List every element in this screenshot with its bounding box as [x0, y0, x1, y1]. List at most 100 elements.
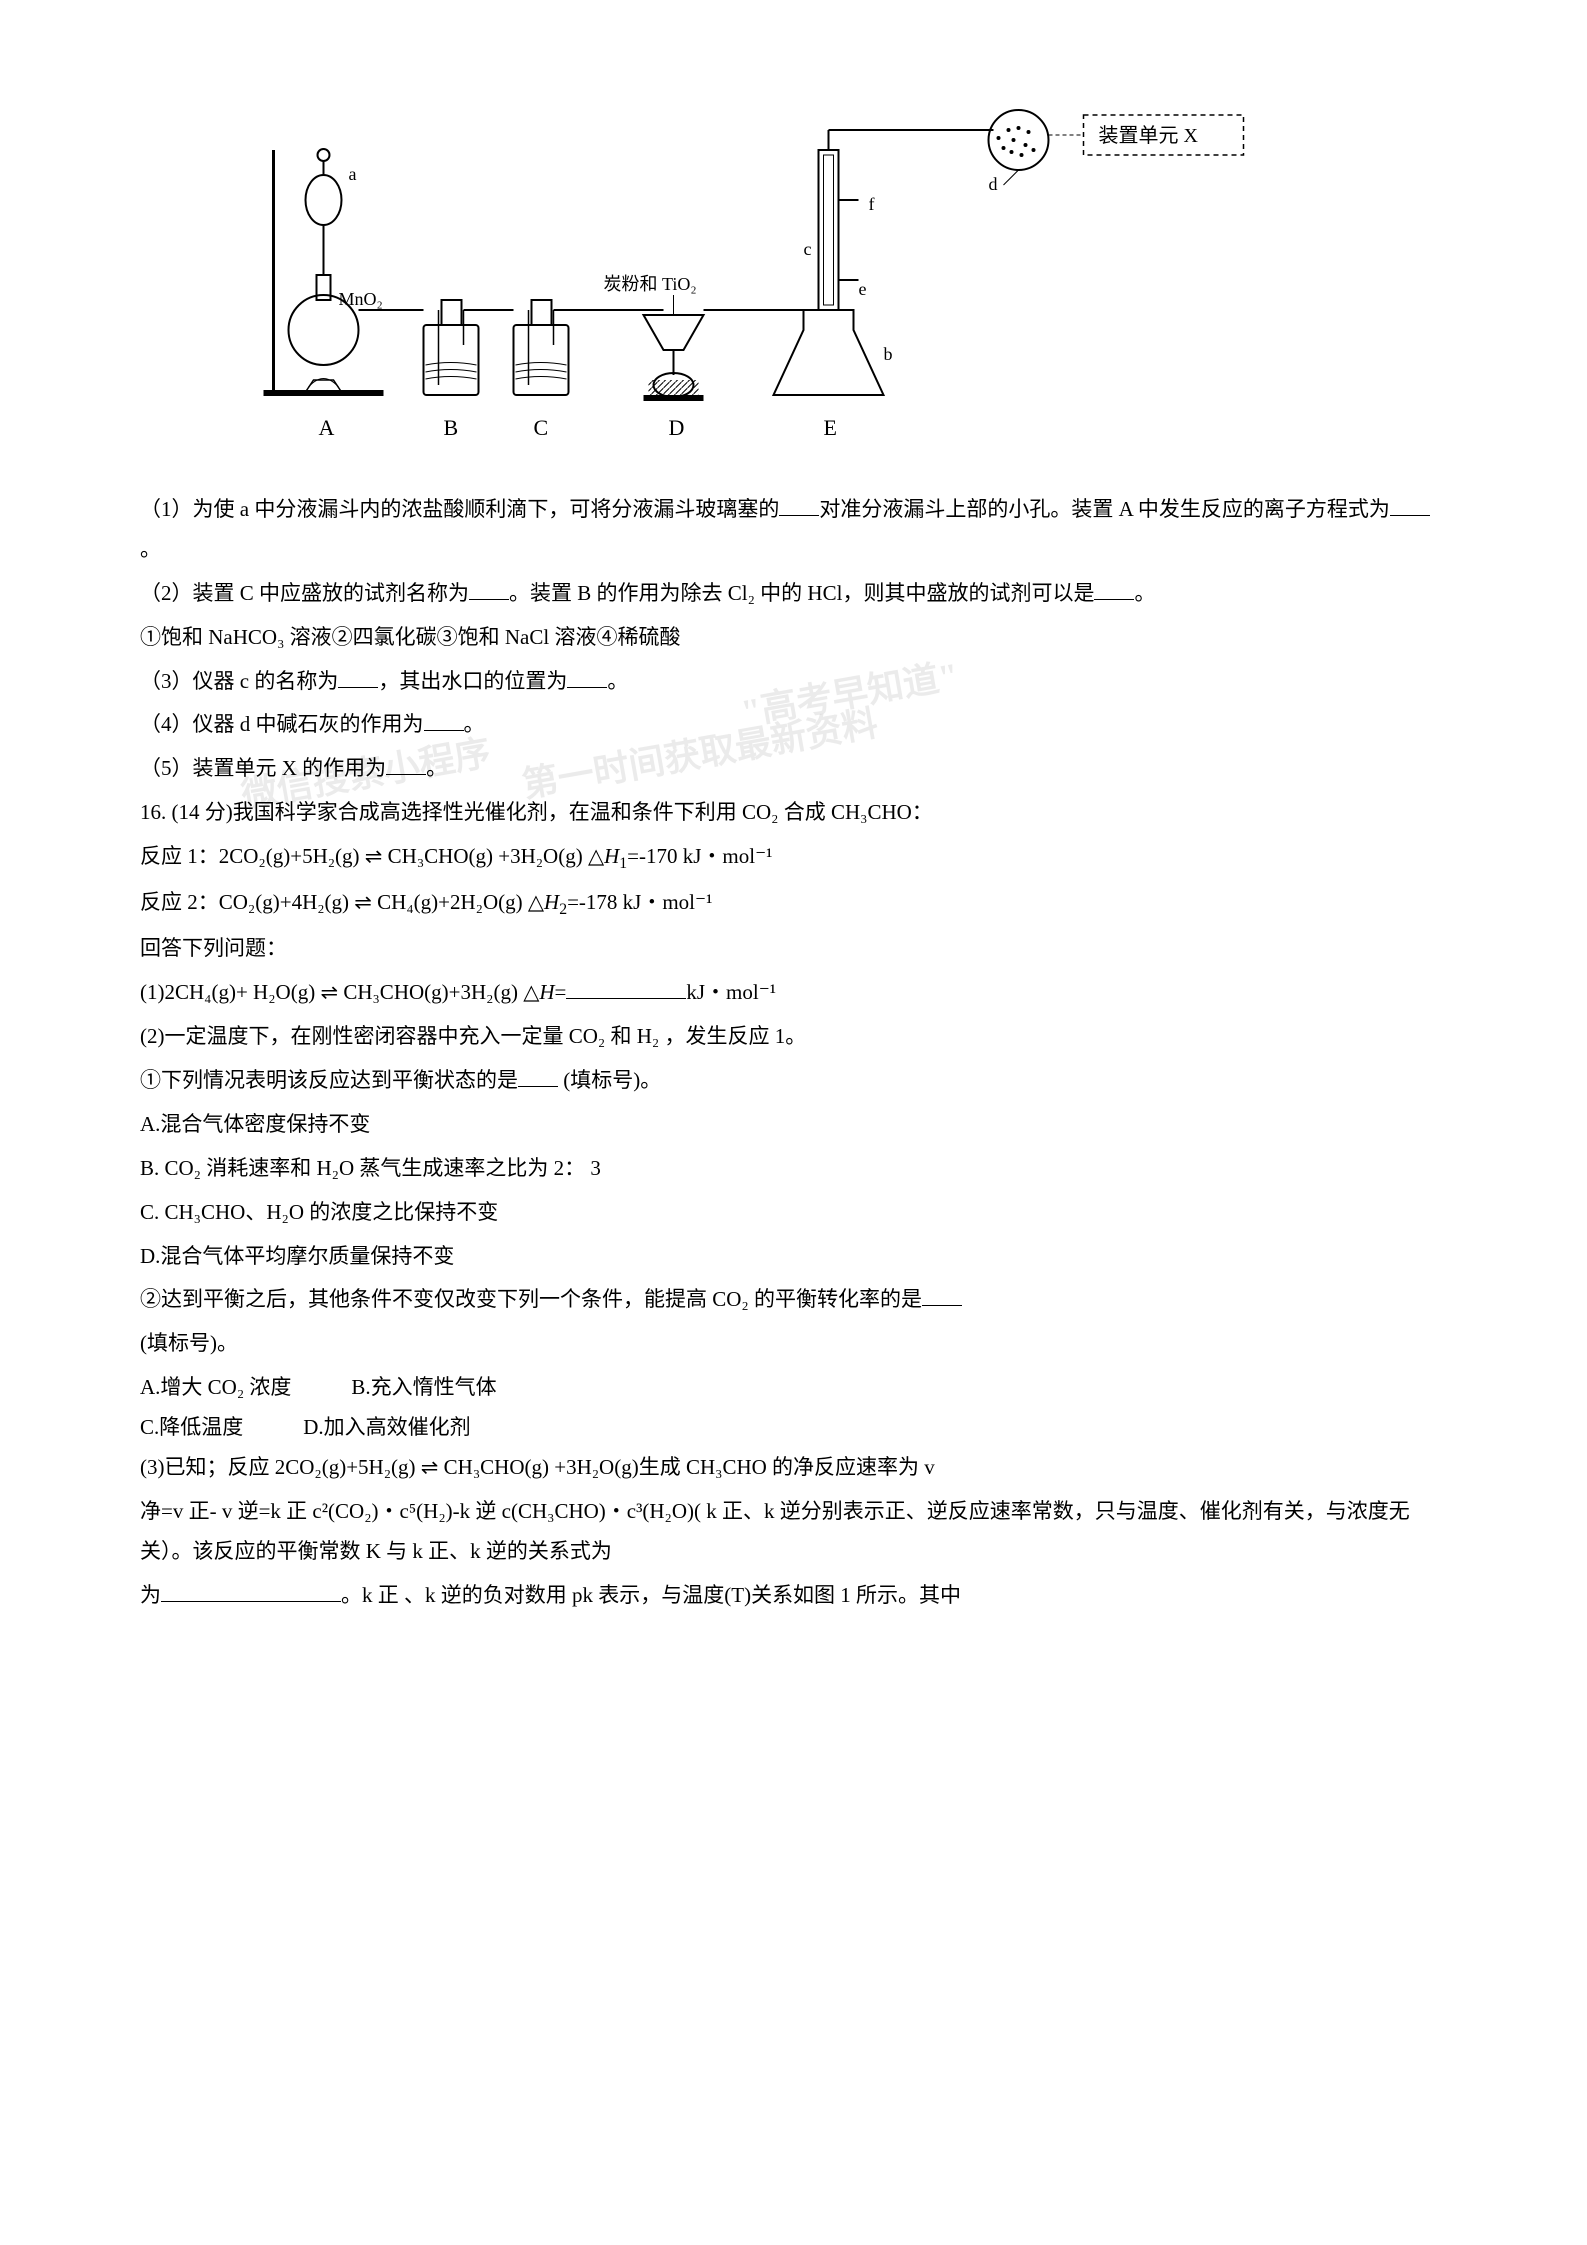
q1-p5-end: 。 — [426, 756, 447, 780]
sub1-suffix: CH₃CHO(g)+3H₂(g) △ — [338, 980, 539, 1004]
svg-text:C: C — [534, 415, 549, 440]
device-e: f c e b — [774, 130, 994, 395]
q1-p4-prefix: （4）仪器 d 中碱石灰的作用为 — [140, 712, 424, 736]
q16-sub2-q1: ①下列情况表明该反应达到平衡状态的是 (填标号)。 — [140, 1061, 1447, 1101]
sub2-q1-suffix: (填标号)。 — [558, 1068, 661, 1092]
r1-prefix: 反应 1：2CO₂(g)+5H₂(g) — [140, 844, 365, 868]
q1-part4: （4）仪器 d 中碱石灰的作用为 。 — [140, 705, 1447, 745]
q16-optC: C. CH₃CHO、H₂O 的浓度之比保持不变 — [140, 1193, 1447, 1233]
sub3-l2-text: 净=v 正- v 逆=k 正 c²(CO₂)・c⁵(H₂)-k 逆 c(CH₃C… — [140, 1499, 1410, 1563]
q16-reaction2: 反应 2：CO₂(g)+4H₂(g) ⇌ CH₄(g)+2H₂O(g) △H2=… — [140, 883, 1447, 925]
diagram-svg: a MnO₂ — [140, 100, 1447, 460]
blank — [161, 1581, 341, 1602]
r1-val: =-170 kJ・mol⁻¹ — [627, 844, 772, 868]
svg-text:装置单元 X: 装置单元 X — [1099, 124, 1199, 147]
q1-p2-prefix: （2）装置 C 中应盛放的试剂名称为 — [140, 581, 469, 605]
r2-val: =-178 kJ・mol⁻¹ — [567, 890, 712, 914]
q1-p1-suffix: 对准分液漏斗上部的小孔。装置 A 中发生反应的离子方程式为 — [819, 497, 1390, 521]
q1-part5: （5）装置单元 X 的作用为 。 — [140, 749, 1447, 789]
sub1-prefix: (1)2CH₄(g)+ H₂O(g) — [140, 980, 320, 1004]
svg-text:d: d — [989, 174, 998, 194]
svg-text:a: a — [349, 164, 357, 184]
page-content: a MnO₂ — [140, 100, 1447, 1616]
blank — [338, 667, 378, 688]
unit-x: d 装置单元 X — [989, 110, 1244, 194]
q16-opt2D: D.加入高效催化剂 — [303, 1408, 470, 1448]
blank — [779, 495, 819, 516]
svg-text:D: D — [669, 415, 685, 440]
q1-p2-mid: 。装置 B 的作用为除去 Cl₂ 中的 HCl，则其中盛放的试剂可以是 — [509, 581, 1094, 605]
q1-options: ①饱和 NaHCO₃ 溶液②四氯化碳③饱和 NaCl 溶液④稀硫酸 — [140, 618, 1447, 658]
r2-prefix: 反应 2：CO₂(g)+4H₂(g) — [140, 890, 354, 914]
blank — [518, 1066, 558, 1087]
q16-sub3: (3)已知；反应 2CO₂(g)+5H₂(g) ⇌ CH₃CHO(g) +3H₂… — [140, 1448, 1447, 1488]
q16-opt2A: A.增大 CO₂ 浓度 — [140, 1368, 291, 1408]
blank — [922, 1285, 962, 1306]
r1-suffix: CH₃CHO(g) +3H₂O(g) △ — [382, 844, 604, 868]
r2-suffix: CH₄(g)+2H₂O(g) △ — [372, 890, 544, 914]
blank — [469, 579, 509, 600]
q16-sub1: (1)2CH₄(g)+ H₂O(g) ⇌ CH₃CHO(g)+3H₂(g) △H… — [140, 973, 1447, 1013]
q1-p1-text: （1）为使 a 中分液漏斗内的浓盐酸顺利滴下，可将分液漏斗玻璃塞的 — [140, 497, 779, 521]
q16-opts2-row1: A.增大 CO₂ 浓度 B.充入惰性气体 — [140, 1368, 1447, 1408]
svg-text:e: e — [859, 279, 867, 299]
q16-opt2B: B.充入惰性气体 — [351, 1368, 496, 1408]
device-d: 炭粉和 TiO₂ — [604, 274, 814, 401]
blank — [1390, 495, 1430, 516]
equilibrium-arrow: ⇌ — [421, 1455, 439, 1479]
q16-intro: 16. (14 分)我国科学家合成高选择性光催化剂，在温和条件下利用 CO₂ 合… — [140, 793, 1447, 833]
svg-text:f: f — [869, 194, 875, 214]
q16-optA: A.混合气体密度保持不变 — [140, 1105, 1447, 1145]
blank — [424, 710, 464, 731]
svg-text:A: A — [319, 415, 335, 440]
sub3-wei: 为 — [140, 1583, 161, 1607]
sub1-unit: kJ・mol⁻¹ — [686, 980, 776, 1004]
q16-optD: D.混合气体平均摩尔质量保持不变 — [140, 1237, 1447, 1277]
equilibrium-arrow: ⇌ — [320, 980, 338, 1004]
sub1-h: H — [539, 980, 554, 1004]
q16-sub2-intro: (2)一定温度下，在刚性密闭容器中充入一定量 CO₂ 和 H₂ ，发生反应 1。 — [140, 1017, 1447, 1057]
q16-optB: B. CO₂ 消耗速率和 H₂O 蒸气生成速率之比为 2： 3 — [140, 1149, 1447, 1189]
svg-text:炭粉和 TiO₂: 炭粉和 TiO₂ — [604, 274, 697, 294]
svg-text:MnO₂: MnO₂ — [339, 289, 383, 309]
sub3-l1b: CH₃CHO(g) +3H₂O(g)生成 CH₃CHO 的净反应速率为 v — [438, 1455, 934, 1479]
q1-p3-mid: ，其出水口的位置为 — [378, 669, 567, 693]
sub2-q2-prefix: ②达到平衡之后，其他条件不变仅改变下列一个条件，能提高 CO₂ 的平衡转化率的是 — [140, 1287, 922, 1311]
equilibrium-arrow: ⇌ — [354, 890, 372, 914]
sub2-q1-text: ①下列情况表明该反应达到平衡状态的是 — [140, 1068, 518, 1092]
equilibrium-arrow: ⇌ — [365, 844, 383, 868]
q16-opts2-row2: C.降低温度 D.加入高效催化剂 — [140, 1408, 1447, 1448]
svg-text:b: b — [884, 344, 893, 364]
blank — [1094, 579, 1134, 600]
blank — [386, 754, 426, 775]
blank — [566, 978, 686, 999]
apparatus-diagram: a MnO₂ — [140, 100, 1447, 460]
device-c — [514, 300, 664, 395]
svg-text:c: c — [804, 239, 812, 259]
q16-sub2-q2: ②达到平衡之后，其他条件不变仅改变下列一个条件，能提高 CO₂ 的平衡转化率的是 — [140, 1280, 1447, 1320]
svg-text:B: B — [444, 415, 459, 440]
q16-sub3-l2: 净=v 正- v 逆=k 正 c²(CO₂)・c⁵(H₂)-k 逆 c(CH₃C… — [140, 1492, 1447, 1572]
r1-sub: 1 — [619, 855, 627, 872]
q1-p3-end: 。 — [607, 669, 628, 693]
sub3-l1: (3)已知；反应 2CO₂(g)+5H₂(g) — [140, 1455, 421, 1479]
q16-reaction1: 反应 1：2CO₂(g)+5H₂(g) ⇌ CH₃CHO(g) +3H₂O(g)… — [140, 837, 1447, 879]
q16-sub2-q2-suffix: (填标号)。 — [140, 1324, 1447, 1364]
q1-p5-prefix: （5）装置单元 X 的作用为 — [140, 756, 386, 780]
q1-part3: （3）仪器 c 的名称为 ，其出水口的位置为 。 — [140, 662, 1447, 702]
q1-part2: （2）装置 C 中应盛放的试剂名称为 。装置 B 的作用为除去 Cl₂ 中的 HC… — [140, 574, 1447, 614]
blank — [567, 667, 607, 688]
q16-prompt: 回答下列问题： — [140, 929, 1447, 969]
q16-sub3-l3: 为 。k 正 、k 逆的负对数用 pk 表示，与温度(T)关系如图 1 所示。其中 — [140, 1576, 1447, 1616]
r2-sub: 2 — [559, 901, 567, 918]
device-a: a MnO₂ — [264, 149, 424, 396]
q1-p3-prefix: （3）仪器 c 的名称为 — [140, 669, 338, 693]
r2-h: H — [544, 890, 559, 914]
q1-p2-end: 。 — [1134, 581, 1155, 605]
q1-p1-end: 。 — [140, 537, 161, 561]
q16-opt2C: C.降低温度 — [140, 1408, 243, 1448]
q1-part1: （1）为使 a 中分液漏斗内的浓盐酸顺利滴下，可将分液漏斗玻璃塞的 对准分液漏斗上… — [140, 490, 1447, 570]
sub3-l3-suffix: 。k 正 、k 逆的负对数用 pk 表示，与温度(T)关系如图 1 所示。其中 — [341, 1583, 961, 1607]
sub1-eq: = — [555, 980, 567, 1004]
q1-p4-end: 。 — [464, 712, 485, 736]
